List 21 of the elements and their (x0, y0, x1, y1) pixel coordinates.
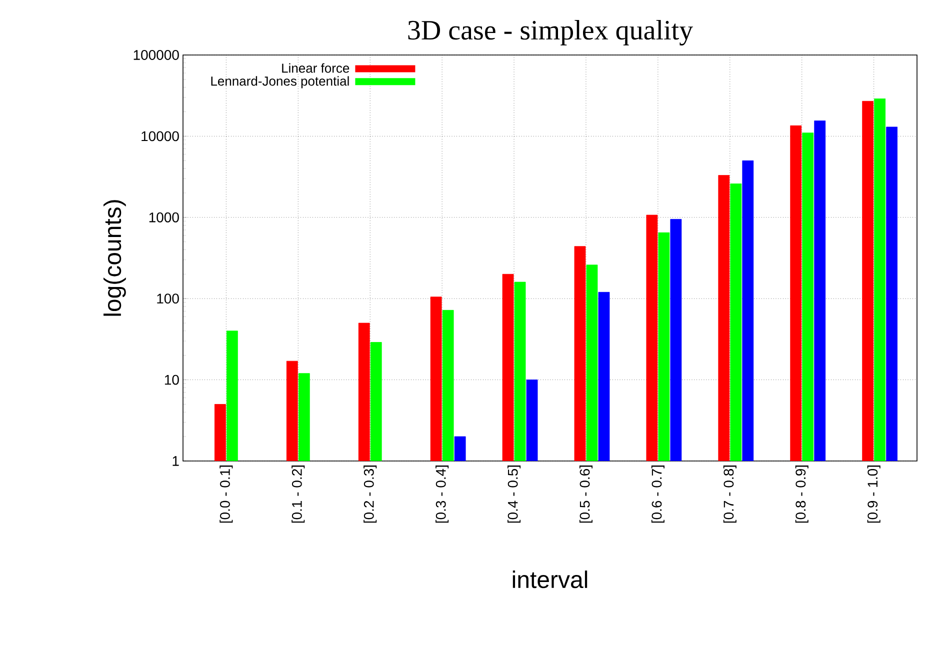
x-tick-label: [0.7 - 0.8] (723, 466, 736, 523)
y-tick-label: 10 (164, 374, 179, 385)
y-tick-label: 1000 (149, 212, 179, 222)
y-tick-label: 1 (172, 456, 179, 466)
legend-label: Lennard-Jones potential (211, 76, 349, 88)
legend-label: Linear force (282, 63, 350, 73)
x-tick-label: [0.3 - 0.4] (436, 466, 449, 523)
x-axis-title: interval (512, 570, 588, 588)
x-tick-label: [0.5 - 0.6] (579, 466, 593, 523)
x-tick-label: [0.0 - 0.1] (220, 466, 233, 523)
x-tick-label: [0.8 - 0.9] (795, 466, 808, 523)
x-tick-label: [0.1 - 0.2] (292, 466, 305, 523)
y-axis-title: log(counts) (104, 200, 126, 316)
y-tick-label: 100 (157, 294, 179, 304)
x-tick-label: [0.6 - 0.7] (651, 466, 664, 523)
chart-title: 3D case - simplex quality (408, 20, 694, 46)
x-tick-label: [0.9 - 1.0] (867, 466, 880, 523)
x-tick-label: [0.4 - 0.5] (507, 466, 521, 523)
y-tick-label: 100000 (134, 50, 179, 60)
y-tick-label: 10000 (142, 131, 179, 142)
x-tick-label: [0.2 - 0.3] (364, 466, 377, 523)
